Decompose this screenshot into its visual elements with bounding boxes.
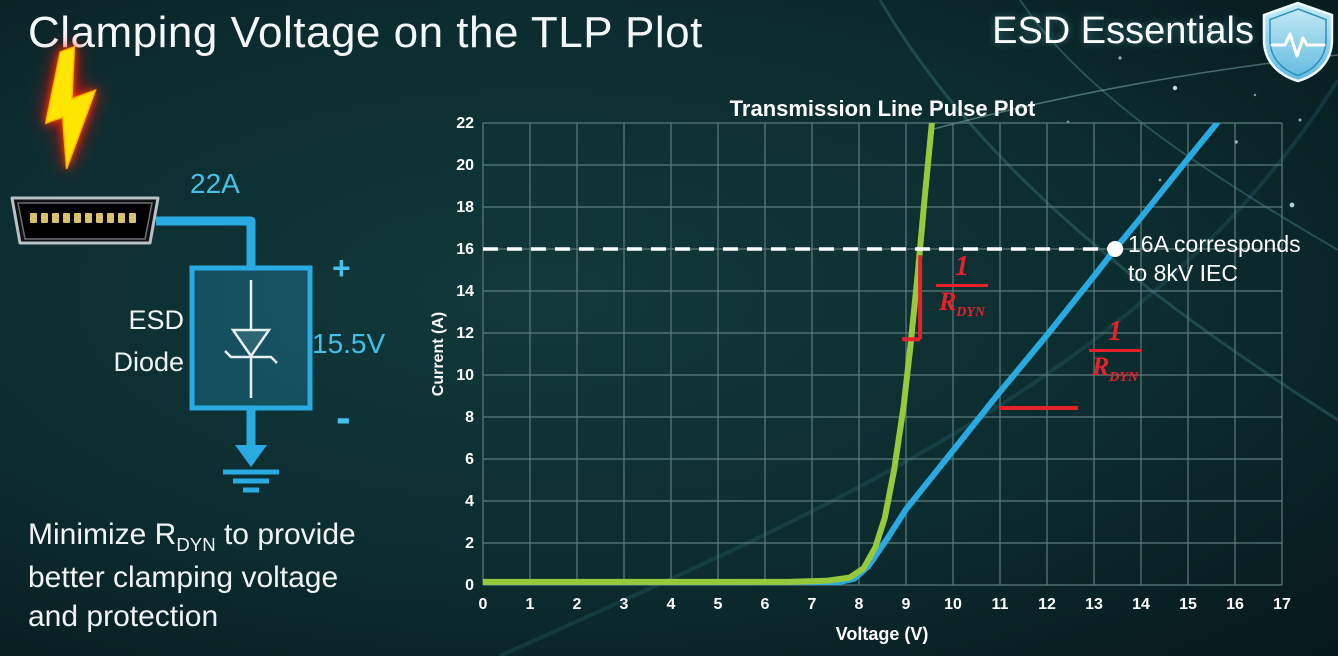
threshold-annotation-line1: 16A corresponds — [1128, 231, 1301, 257]
threshold-marker-dot — [1107, 241, 1124, 257]
fraction-bar — [1089, 349, 1141, 352]
surge-wire — [156, 216, 256, 270]
fraction-numerator: 1 — [1108, 316, 1122, 347]
shield-pulse-icon — [1262, 1, 1334, 83]
x-tick-label: 16 — [1226, 596, 1244, 613]
minus-sign: - — [336, 393, 351, 442]
x-tick-label: 5 — [714, 596, 723, 613]
ground-icon — [223, 469, 279, 493]
x-tick-label: 17 — [1273, 596, 1291, 613]
curves-group — [483, 123, 1221, 585]
x-tick-label: 8 — [855, 596, 864, 613]
x-axis-label: Voltage (V) — [835, 624, 929, 644]
device-label-line2: Diode — [113, 346, 184, 377]
y-tick-label: 10 — [456, 367, 474, 384]
x-tick-label: 13 — [1085, 596, 1103, 613]
x-tick-label: 7 — [808, 596, 817, 613]
x-tick-label: 0 — [479, 596, 488, 613]
x-tick-label: 12 — [1038, 596, 1056, 613]
y-tick-label: 0 — [465, 577, 474, 594]
threshold-annotation-line2: to 8kV IEC — [1128, 260, 1238, 287]
device-label-line1: ESD — [128, 305, 184, 335]
threshold-annotation: 16A corresponds to 8kV IEC — [1128, 230, 1338, 289]
arrow-down-icon — [235, 445, 267, 467]
y-tick-label: 8 — [465, 409, 474, 426]
sparkle-dots — [1066, 28, 1302, 208]
lightning-bolt-icon — [44, 45, 97, 170]
x-tick-label: 1 — [526, 596, 535, 613]
x-tick-label: 6 — [761, 596, 770, 613]
fraction-denominator: RDYN — [1091, 352, 1139, 386]
plus-sign: + — [332, 250, 351, 286]
hdmi-connector-icon — [10, 196, 160, 245]
footer-line3: and protection — [28, 600, 219, 634]
background-swoosh — [1019, 0, 1338, 251]
footer-note: Minimize RDYN to provide better clamping… — [28, 515, 468, 637]
fraction-denominator: RDYN — [938, 287, 986, 321]
green-curve-low-rdyn — [483, 123, 935, 585]
rdyn-fraction-blue: 1 RDYN — [1086, 318, 1144, 386]
fraction-bar — [936, 284, 988, 287]
x-tick-label: 4 — [667, 596, 676, 613]
clamp-voltage-label: 15.5V — [312, 328, 386, 359]
x-tick-label: 10 — [944, 596, 962, 613]
x-tick-label: 15 — [1179, 596, 1197, 613]
esd-circuit-diagram — [10, 45, 313, 493]
x-tick-label: 14 — [1132, 596, 1150, 613]
tlp-chart: 0 1 2 3 4 5 6 7 8 9 10 11 12 13 14 15 16 1702468101214161… — [456, 115, 1291, 613]
device-label: ESD Diode — [78, 300, 184, 384]
y-tick-label: 12 — [456, 325, 474, 342]
x-tick-label: 2 — [573, 596, 582, 613]
x-tick-label: 9 — [902, 596, 911, 613]
fraction-numerator: 1 — [955, 251, 969, 282]
y-tick-label: 16 — [456, 241, 474, 258]
x-tick-label: 3 — [620, 596, 629, 613]
y-tick-label: 18 — [456, 199, 474, 216]
y-tick-label: 6 — [465, 451, 474, 468]
y-tick-label: 14 — [456, 283, 474, 300]
zener-diode-symbol — [224, 280, 278, 398]
x-tick-label: 11 — [992, 596, 1009, 613]
surge-current-label: 22A — [190, 168, 240, 199]
brand-title: ESD Essentials — [992, 10, 1254, 52]
footer-line2: better clamping voltage — [28, 560, 339, 594]
y-tick-label: 2 — [465, 535, 474, 552]
y-tick-label: 20 — [456, 157, 474, 174]
background-swoosh — [499, 78, 1338, 656]
page-title: Clamping Voltage on the TLP Plot — [28, 8, 703, 57]
chart-title: Transmission Line Pulse Plot — [729, 96, 1036, 121]
y-tick-label: 4 — [465, 493, 474, 510]
footer-line1: Minimize RDYN to provide — [28, 518, 356, 555]
rdyn-fraction-green: 1 RDYN — [933, 253, 991, 321]
y-tick-label: 22 — [456, 115, 474, 132]
background-swoosh — [878, 0, 1338, 422]
